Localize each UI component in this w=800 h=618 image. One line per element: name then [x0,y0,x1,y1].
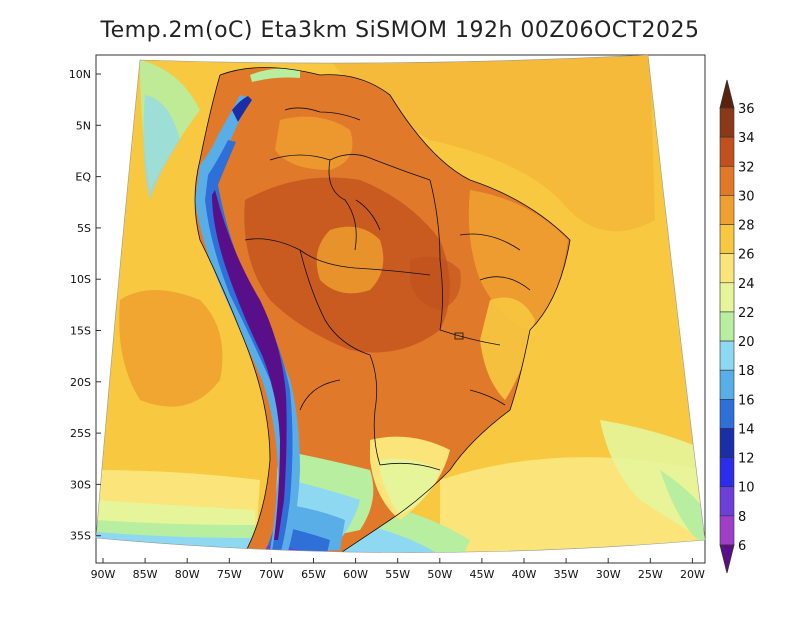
colorbar-label: 28 [738,219,755,234]
colorbar-label: 32 [738,160,755,175]
lon-label: 30W [596,568,621,581]
lon-label: 80W [175,568,200,581]
lon-label: 65W [301,568,326,581]
colorbar: 36 34 32 30 28 26 24 22 20 18 16 14 12 10 8 6 [719,79,755,574]
colorbar-segment [719,340,735,371]
colorbar-segment [719,107,735,138]
lon-label: 20W [680,568,705,581]
colorbar-segment [719,428,735,458]
lat-label: 10N [69,68,91,81]
colorbar-label: 14 [738,422,755,437]
colorbar-segment [719,486,735,517]
colorbar-label: 36 [738,102,755,117]
colorbar-segment [719,224,735,254]
colorbar-bottom-arrow [719,544,735,574]
colorbar-label: 30 [738,189,755,204]
colorbar-segment [719,195,735,225]
colorbar-segment [719,369,735,400]
latitude-axis: 10N 5N EQ 5S 10S 15S 20S 25S 30S 35S [69,68,101,543]
colorbar-label: 6 [738,539,746,554]
colorbar-top-arrow [719,79,735,109]
lon-label: 55W [385,568,410,581]
lat-label: 20S [70,376,91,389]
longitude-axis: 90W 85W 80W 75W 70W 65W 60W 55W 50W 45W 40W 35W 30W 2… [91,558,705,581]
colorbar-label: 12 [738,452,755,467]
lat-label: 10S [70,273,91,286]
lat-label: EQ [75,171,91,184]
colorbar-label: 18 [738,364,755,379]
colorbar-segment [719,311,735,342]
figure-title: Temp.2m(oC) Eta3km SiSMOM 192h 00Z06OCT2… [100,18,700,43]
lon-label: 35W [554,568,579,581]
lon-label: 60W [343,568,368,581]
lon-label: 50W [427,568,452,581]
lon-label: 75W [217,568,242,581]
colorbar-label: 8 [738,510,746,525]
lat-label: 15S [70,325,91,338]
colorbar-label: 20 [738,335,755,350]
lat-label: 30S [70,478,91,491]
colorbar-segment [719,282,735,313]
colorbar-label: 34 [738,131,755,146]
lon-label: 45W [469,568,494,581]
lon-label: 85W [133,568,158,581]
colorbar-segment [719,399,735,429]
colorbar-label: 10 [738,481,755,496]
colorbar-segment [719,515,735,546]
lon-label: 70W [259,568,284,581]
lat-label: 5N [76,119,91,132]
colorbar-segment [719,136,735,167]
lat-label: 25S [70,427,91,440]
lon-label: 40W [512,568,537,581]
lon-label: 90W [91,568,116,581]
colorbar-label: 22 [738,306,755,321]
colorbar-label: 16 [738,393,755,408]
colorbar-label: 26 [738,248,755,263]
colorbar-segment [719,457,735,488]
lat-label: 5S [77,222,91,235]
colorbar-segment [719,165,735,196]
lon-label: 25W [638,568,663,581]
domain-outline [95,54,706,553]
colorbar-segment [719,253,735,284]
colorbar-label: 24 [738,277,755,292]
temperature-field [96,55,705,553]
border-lines [194,67,571,553]
lat-label: 35S [70,530,91,543]
